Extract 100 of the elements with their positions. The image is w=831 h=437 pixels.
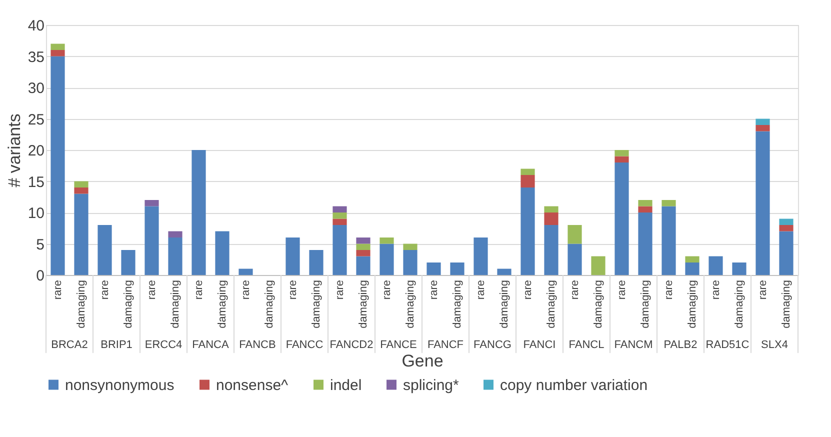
bar bbox=[756, 118, 770, 125]
bar bbox=[74, 194, 88, 275]
bar bbox=[779, 218, 794, 225]
x-tick-label: damaging bbox=[216, 280, 228, 328]
bar bbox=[74, 188, 88, 194]
x-tick-label: damaging bbox=[451, 280, 464, 328]
x-tick-label: damaging bbox=[498, 280, 510, 328]
x-tick-label: rare bbox=[240, 280, 252, 300]
bar bbox=[192, 150, 206, 275]
bar bbox=[380, 238, 394, 244]
bar bbox=[74, 181, 88, 188]
y-tick-label: 10 bbox=[28, 205, 44, 222]
bar bbox=[356, 244, 370, 250]
y-tick-label: 5 bbox=[36, 236, 44, 254]
bar bbox=[403, 244, 418, 250]
bar bbox=[121, 250, 136, 275]
bar bbox=[756, 125, 770, 132]
bar bbox=[497, 268, 512, 275]
bar bbox=[520, 188, 535, 275]
bar bbox=[756, 131, 770, 275]
x-tick-label: damaging bbox=[404, 280, 416, 328]
bar bbox=[356, 238, 370, 244]
text: ERCC4 bbox=[144, 339, 182, 351]
y-tick-label: 35 bbox=[28, 48, 44, 66]
bar bbox=[708, 256, 723, 275]
bar bbox=[286, 238, 300, 275]
bar bbox=[50, 44, 65, 50]
y-tick-label: 0 bbox=[36, 268, 44, 284]
x-tick-label: damaging bbox=[592, 280, 604, 328]
x-tick-label: damaging bbox=[75, 280, 88, 328]
x-tick-label: rare bbox=[52, 280, 64, 300]
bar bbox=[779, 225, 794, 232]
y-tick-label: 20 bbox=[28, 142, 44, 160]
text: FANCC bbox=[286, 339, 324, 351]
bar bbox=[568, 244, 582, 275]
bar bbox=[732, 262, 746, 275]
bar bbox=[50, 56, 65, 275]
bar bbox=[662, 200, 676, 206]
x-tick-label: rare bbox=[192, 280, 205, 300]
bar bbox=[520, 168, 535, 175]
legend-label: indel bbox=[330, 376, 362, 394]
legend-label: copy number variation bbox=[500, 376, 648, 394]
bar bbox=[356, 250, 370, 256]
x-tick-label: rare bbox=[286, 280, 299, 300]
text: FANCI bbox=[523, 339, 556, 351]
x-tick-label: rare bbox=[428, 280, 440, 300]
x-tick-label: damaging bbox=[545, 280, 558, 328]
bar bbox=[426, 262, 441, 275]
bar bbox=[380, 244, 394, 275]
x-tick-label: damaging bbox=[780, 280, 792, 328]
x-tick-label: rare bbox=[474, 280, 487, 300]
bar bbox=[520, 175, 535, 188]
bar bbox=[474, 238, 488, 275]
bar bbox=[403, 250, 418, 275]
x-tick-label: damaging bbox=[310, 280, 322, 328]
bar bbox=[638, 200, 652, 206]
bar bbox=[144, 206, 159, 275]
bar bbox=[544, 212, 558, 225]
bar bbox=[309, 250, 324, 275]
x-axis-title: Gene bbox=[402, 352, 444, 370]
bar bbox=[614, 162, 629, 275]
text: FANCG bbox=[474, 339, 512, 351]
text: SLX4 bbox=[761, 339, 788, 351]
bar bbox=[168, 238, 182, 275]
text: FANCF bbox=[427, 339, 464, 351]
bar bbox=[332, 206, 347, 212]
legend-label: nonsense^ bbox=[216, 376, 288, 394]
x-tick-label: rare bbox=[756, 280, 769, 300]
bar bbox=[144, 200, 159, 206]
x-tick-label: damaging bbox=[263, 280, 276, 328]
x-tick-label: rare bbox=[146, 280, 158, 300]
x-tick-label: rare bbox=[334, 280, 346, 300]
text: PALB2 bbox=[664, 339, 698, 351]
text: FANCA bbox=[192, 339, 230, 351]
text: BRIP1 bbox=[100, 339, 132, 351]
y-tick-label: 40 bbox=[28, 18, 44, 34]
x-tick-label: damaging bbox=[733, 280, 746, 328]
text: FANCE bbox=[380, 339, 417, 351]
text: BRCA2 bbox=[51, 339, 88, 351]
text: FANCB bbox=[239, 339, 276, 351]
bar bbox=[356, 256, 370, 275]
bar bbox=[50, 50, 65, 56]
bar bbox=[544, 225, 558, 275]
x-tick-label: damaging bbox=[169, 280, 182, 328]
x-tick-label: rare bbox=[710, 280, 722, 300]
x-tick-label: rare bbox=[568, 280, 581, 300]
bar bbox=[215, 231, 230, 275]
x-tick-label: rare bbox=[616, 280, 628, 300]
bar bbox=[614, 156, 629, 162]
x-tick-label: rare bbox=[662, 280, 675, 300]
x-tick-label: rare bbox=[522, 280, 534, 300]
y-tick-label: 15 bbox=[28, 174, 44, 191]
bar bbox=[568, 225, 582, 244]
y-tick-label: 30 bbox=[28, 80, 44, 97]
bar bbox=[332, 225, 347, 275]
bar bbox=[98, 225, 112, 275]
bar bbox=[685, 262, 700, 275]
bar bbox=[168, 231, 182, 238]
bar bbox=[332, 218, 347, 225]
x-tick-label: rare bbox=[380, 280, 393, 300]
